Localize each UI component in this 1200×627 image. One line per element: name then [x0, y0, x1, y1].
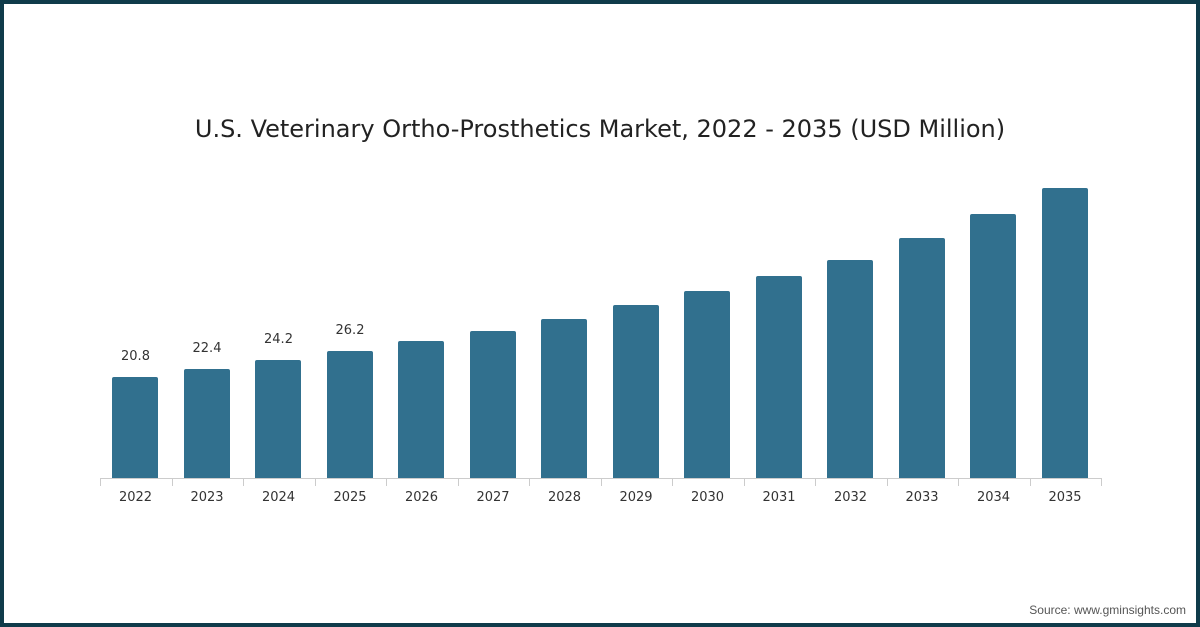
x-tick [600, 478, 602, 486]
x-tick [171, 478, 173, 486]
x-tick [314, 478, 316, 486]
x-tick [886, 478, 888, 486]
value-label: 22.4 [192, 341, 222, 357]
value-label: 26.2 [335, 322, 365, 338]
x-tick-label: 2032 [833, 490, 868, 505]
x-tick-label: 2025 [333, 490, 367, 505]
x-tick [457, 478, 459, 486]
x-tick [1029, 478, 1031, 486]
x-tick-label: 2030 [690, 490, 725, 505]
x-tick-label: 2033 [905, 490, 939, 505]
x-tick-label: 2031 [762, 490, 796, 505]
x-tick-label: 2034 [976, 490, 1011, 505]
bar-2033 [898, 238, 945, 478]
bar-2032 [827, 259, 873, 478]
x-tick [243, 478, 244, 486]
x-tick-label: 2026 [404, 490, 439, 505]
x-tick [958, 478, 959, 486]
bar-2034 [970, 213, 1016, 478]
x-tick [100, 478, 101, 486]
x-tick-label: 2023 [190, 490, 224, 505]
x-tick [1101, 478, 1102, 486]
bar-2031 [755, 275, 802, 478]
x-tick-label: 2022 [118, 490, 153, 505]
x-tick [743, 478, 745, 486]
x-tick-label: 2029 [619, 490, 653, 505]
bar-2024 [255, 360, 301, 478]
x-tick-label: 2024 [261, 490, 296, 505]
bar-2026 [398, 341, 444, 478]
x-tick-label: 2027 [476, 490, 510, 505]
chart-title: U.S. Veterinary Ortho-Prosthetics Market… [194, 115, 1006, 143]
x-tick [529, 478, 530, 486]
bar-2029 [612, 305, 659, 478]
bar-2022 [112, 376, 158, 478]
x-tick [815, 478, 816, 486]
x-tick [386, 478, 387, 486]
bar-2027 [469, 330, 516, 478]
x-tick-label: 2028 [547, 490, 582, 505]
source-note: Source: www.gminsights.com [1029, 603, 1186, 617]
x-tick [672, 478, 673, 486]
bar-2025 [326, 350, 373, 478]
bar-2035 [1041, 188, 1088, 478]
value-label: 20.8 [121, 348, 150, 364]
value-label: 24.2 [264, 332, 293, 348]
bar-2028 [541, 319, 587, 478]
bar-2030 [684, 291, 730, 478]
x-tick-label: 2035 [1048, 490, 1082, 505]
x-axis-line [100, 478, 1101, 479]
bar-2023 [183, 369, 230, 478]
